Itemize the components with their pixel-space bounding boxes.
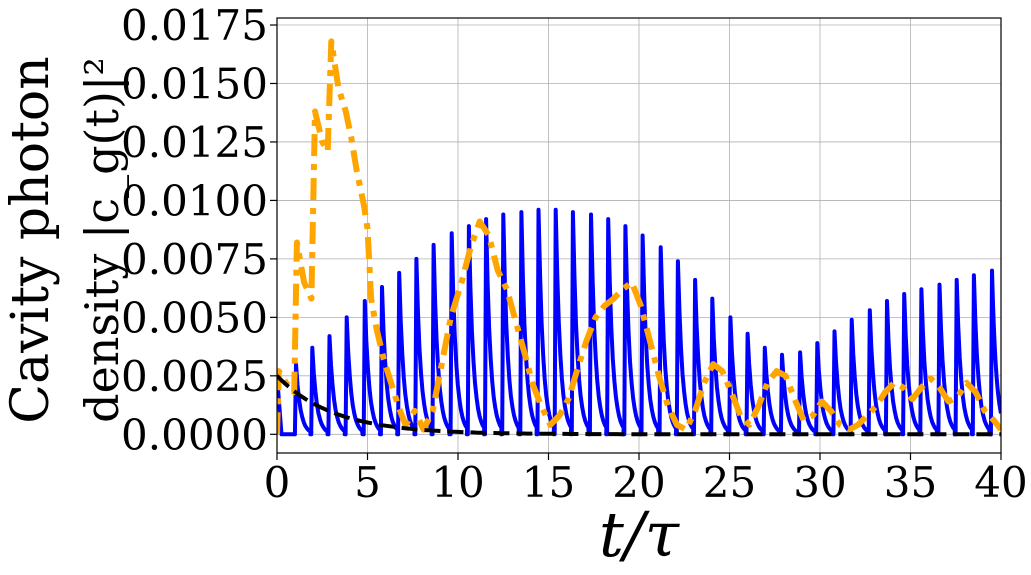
- series-line-dashed: [277, 374, 1001, 437]
- series-layer: [277, 38, 1001, 437]
- x-tick-label: 20: [612, 458, 665, 507]
- y-axis: 0.0000 0.0025 0.0050 0.0075 0.0100 0.0125 0.01…: [121, 1, 277, 459]
- y-tick-label: 0.0125: [121, 118, 268, 167]
- y-tick-label: 0.0150: [121, 59, 268, 108]
- x-tick-label: 40: [974, 458, 1027, 507]
- series-line-solid: [277, 207, 1001, 437]
- y-tick-label: 0.0175: [121, 1, 268, 50]
- y-tick-label: 0.0000: [121, 410, 268, 459]
- x-tick-label: 35: [884, 458, 937, 507]
- series-line-dashdot: [277, 38, 1001, 435]
- y-tick-label: 0.0025: [121, 352, 268, 401]
- x-axis-label: t/τ: [599, 498, 681, 571]
- x-tick-label: 25: [703, 458, 756, 507]
- x-tick-label: 15: [522, 458, 575, 507]
- y-tick-label: 0.0100: [121, 176, 268, 225]
- x-tick-label: 5: [354, 458, 381, 507]
- y-axis-label-2: density |c_g(t)|²: [75, 57, 129, 423]
- y-axis-label: Cavity photon: [1, 56, 61, 423]
- y-tick-label: 0.0075: [121, 235, 268, 284]
- y-tick-label: 0.0050: [121, 293, 268, 342]
- x-tick-label: 10: [431, 458, 484, 507]
- x-tick-label: 30: [793, 458, 846, 507]
- x-axis: 0 5 10 15 20 25 30 35 40: [264, 453, 1028, 507]
- y-axis-label-line2: density |c_g(t)|²: [75, 57, 129, 423]
- x-tick-label: 0: [264, 458, 291, 507]
- y-axis-label-line1: Cavity photon: [1, 56, 61, 423]
